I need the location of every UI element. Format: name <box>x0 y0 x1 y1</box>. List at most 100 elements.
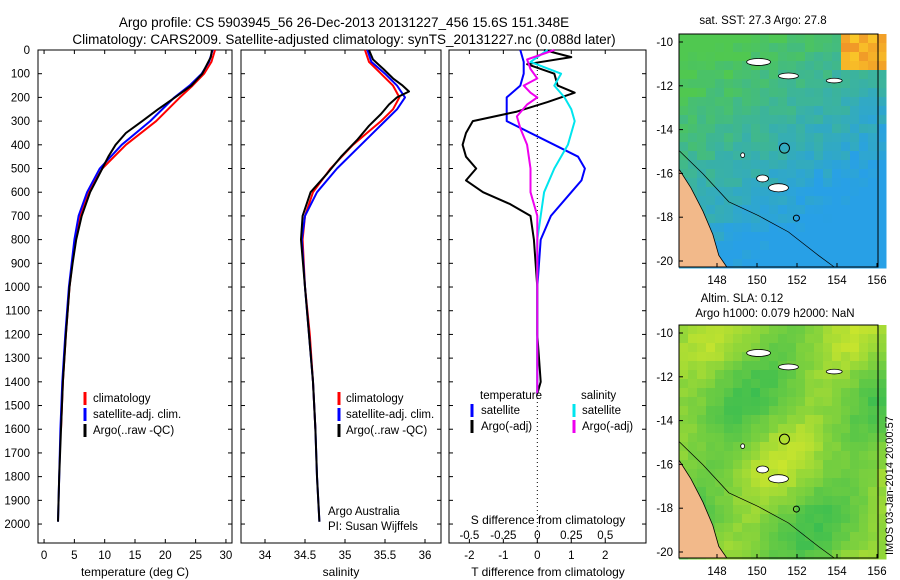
map-cell <box>814 460 824 470</box>
map-cell <box>814 97 824 107</box>
map-cell <box>769 343 779 353</box>
map-cell <box>796 97 806 107</box>
map-cell <box>706 169 716 179</box>
map-cell <box>823 259 833 269</box>
map-cell <box>832 241 842 251</box>
map-cell <box>859 52 869 62</box>
map-cell <box>715 388 725 398</box>
map-cell <box>823 442 833 452</box>
map-cell <box>796 223 806 233</box>
map-cell <box>832 451 842 461</box>
map-cell <box>733 178 743 188</box>
map-cell <box>724 124 734 134</box>
map-cell <box>832 232 842 242</box>
island <box>825 77 843 84</box>
map-cell <box>841 523 851 533</box>
map-cell <box>859 370 869 380</box>
argo-position-marker <box>778 433 790 445</box>
map-cell <box>697 106 707 116</box>
map-cell <box>850 325 860 335</box>
map-cell <box>769 205 779 215</box>
map-cell <box>751 451 761 461</box>
map-cell <box>724 178 734 188</box>
map-cell <box>697 160 707 170</box>
map-cell <box>796 469 806 479</box>
map-cell <box>769 460 779 470</box>
map-cell <box>868 451 878 461</box>
map-cell <box>796 142 806 152</box>
map-cell <box>742 469 752 479</box>
map-cell <box>769 79 779 89</box>
map-cell <box>850 178 860 188</box>
map-cell <box>769 487 779 497</box>
map-cell <box>796 133 806 143</box>
map-cell <box>760 196 770 206</box>
map-cell <box>742 223 752 233</box>
s-tick-label: 0 <box>534 530 540 542</box>
map-cell <box>859 214 869 224</box>
map-cell <box>823 460 833 470</box>
map-cell <box>805 505 815 515</box>
map-cell <box>715 334 725 344</box>
lon-tick-label: 152 <box>787 566 806 578</box>
map-cell <box>751 70 761 80</box>
depth-tick-label: 700 <box>11 211 30 223</box>
map-cell <box>706 196 716 206</box>
map-cell <box>832 388 842 398</box>
map-cell <box>832 523 842 533</box>
map-cell <box>778 397 788 407</box>
map-cell <box>850 532 860 542</box>
map-cell <box>778 43 788 53</box>
bathymetry-contour <box>678 441 835 559</box>
map-cell <box>868 460 878 470</box>
map-cell <box>787 496 797 506</box>
map-cell <box>724 43 734 53</box>
map-cell <box>769 214 779 224</box>
map-cell <box>805 97 815 107</box>
map-cell <box>742 97 752 107</box>
map-cell <box>814 406 824 416</box>
map-cell <box>769 178 779 188</box>
map-cell <box>688 469 698 479</box>
map-cell <box>823 379 833 389</box>
map-cell <box>724 460 734 470</box>
map-cell <box>787 124 797 134</box>
map-cell <box>850 115 860 125</box>
map-cell <box>733 115 743 125</box>
map-cell <box>769 106 779 116</box>
map-cell <box>760 205 770 215</box>
map-cell <box>796 424 806 434</box>
map-cell <box>679 169 689 179</box>
map-cell <box>850 223 860 233</box>
map-cell <box>778 406 788 416</box>
map-cell <box>679 379 689 389</box>
map-cell <box>679 52 689 62</box>
map-cell <box>841 496 851 506</box>
map-cell <box>742 70 752 80</box>
map-cell <box>751 334 761 344</box>
map-cell <box>724 370 734 380</box>
map-cell <box>715 451 725 461</box>
map-cell <box>850 169 860 179</box>
map-cell <box>787 460 797 470</box>
map-cell <box>796 334 806 344</box>
map-cell <box>796 61 806 71</box>
map-cell <box>859 460 869 470</box>
map-cell <box>778 196 788 206</box>
map-cell <box>724 88 734 98</box>
map-cell <box>868 214 878 224</box>
map-cell <box>841 223 851 233</box>
map-cell <box>877 250 887 260</box>
map-cell <box>724 532 734 542</box>
map-cell <box>859 61 869 71</box>
map-cell <box>868 334 878 344</box>
map-cell <box>841 379 851 389</box>
map-cell <box>841 550 851 560</box>
map-cell <box>733 469 743 479</box>
map-cell <box>742 361 752 371</box>
map-cell <box>859 352 869 362</box>
map-cell <box>715 61 725 71</box>
map-cell <box>715 379 725 389</box>
map-cell <box>769 370 779 380</box>
map-cell <box>823 406 833 416</box>
